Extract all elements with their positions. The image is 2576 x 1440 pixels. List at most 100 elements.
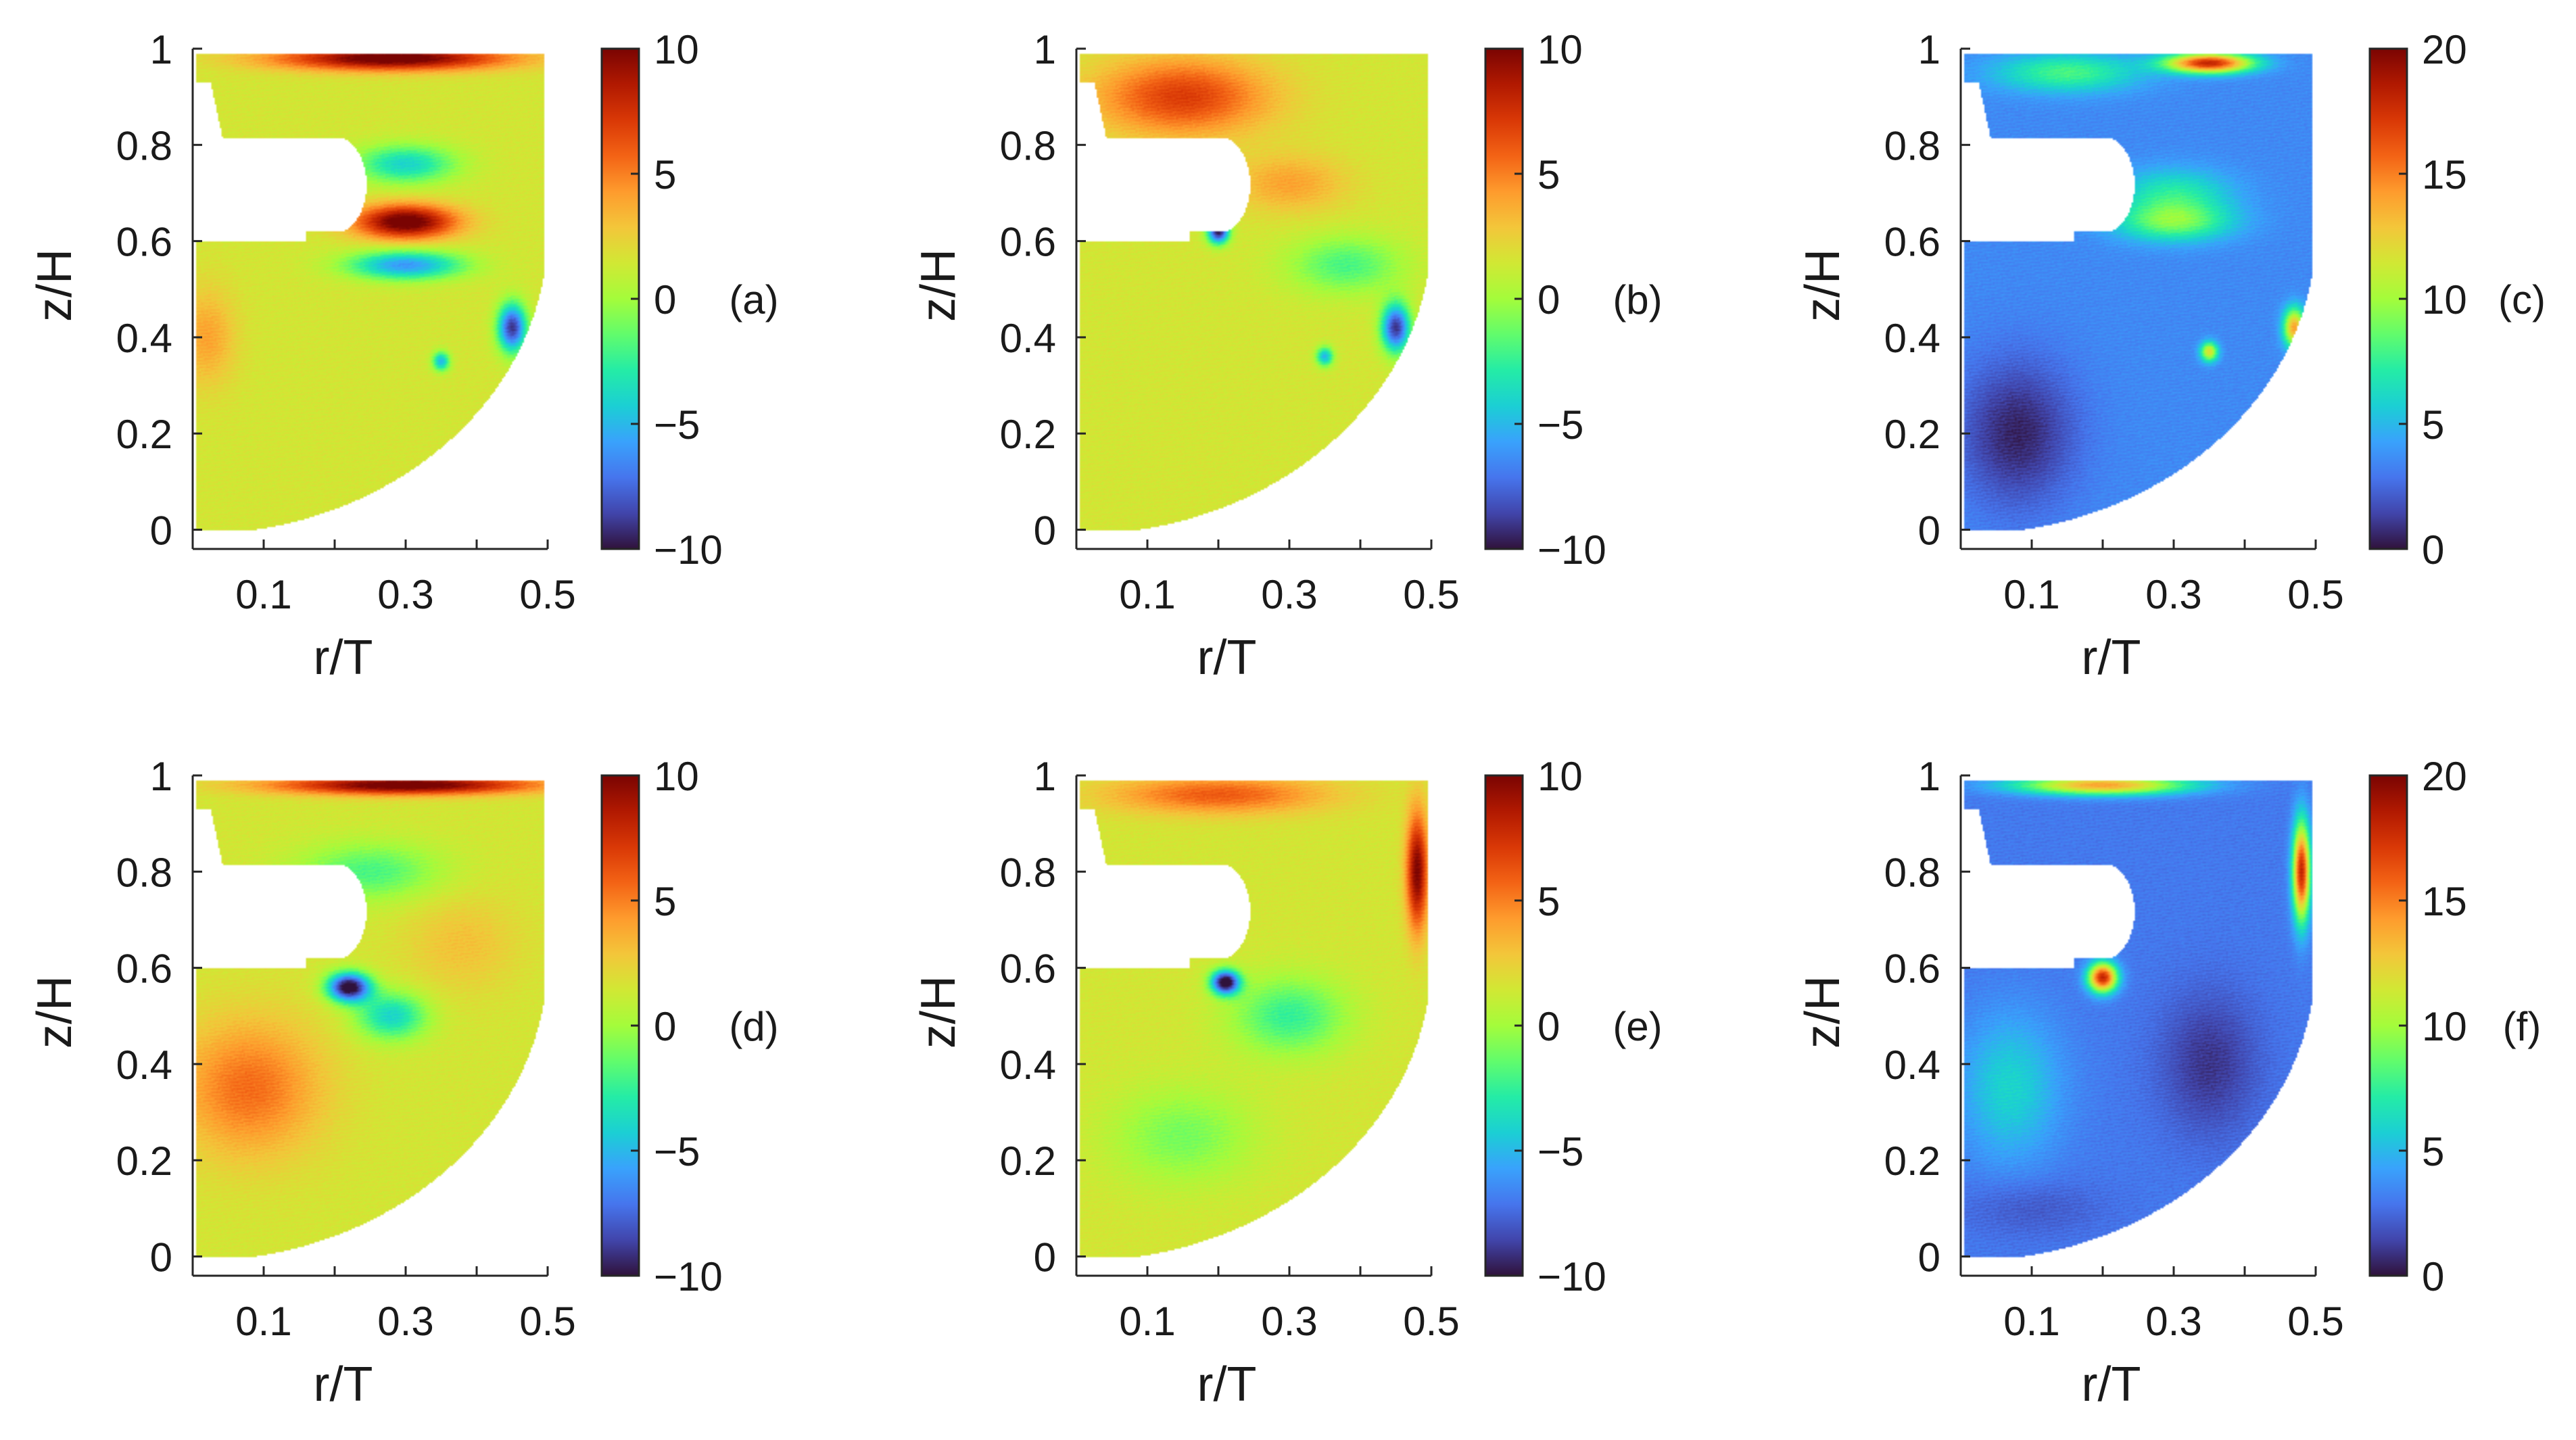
colorbar-tick-label: −10 xyxy=(1537,1254,1606,1299)
colorbar-tick-label: −5 xyxy=(654,1129,700,1174)
x-tick-label: 0.3 xyxy=(1261,572,1317,617)
colorbar-tick-label: 0 xyxy=(654,1004,676,1049)
colorbar-tick-label: 15 xyxy=(2422,152,2467,197)
y-tick-label: 0 xyxy=(150,508,172,554)
y-tick-label: 0 xyxy=(150,1235,172,1280)
x-axis-label: r/T xyxy=(314,631,373,685)
y-tick-label: 0 xyxy=(1034,508,1056,554)
y-tick-label: 0.6 xyxy=(116,220,172,265)
colorbar-tick-label: 5 xyxy=(1537,879,1560,924)
y-tick-label: 0.4 xyxy=(1000,1042,1056,1088)
y-tick-label: 0.2 xyxy=(116,1138,172,1184)
colorbar-tick-label: 5 xyxy=(654,879,676,924)
y-tick-label: 0.8 xyxy=(116,850,172,895)
panel-label: (c) xyxy=(2498,277,2546,322)
x-tick-label: 0.3 xyxy=(2145,572,2201,617)
colorbar-tick-label: 10 xyxy=(2422,277,2467,322)
y-tick-label: 0.6 xyxy=(1000,946,1056,992)
x-tick-label: 0.1 xyxy=(1119,1299,1175,1344)
y-axis-label: z/H xyxy=(28,976,82,1049)
colorbar-tick-label: 0 xyxy=(2422,527,2444,573)
colorbar-tick-label: 10 xyxy=(2422,1004,2467,1049)
x-tick-label: 0.1 xyxy=(235,1299,291,1344)
colorbar-tick-label: 5 xyxy=(2422,402,2444,448)
colorbar-tick-label: 10 xyxy=(654,754,699,799)
colorbar-tick-label: 0 xyxy=(2422,1254,2444,1299)
y-tick-label: 0 xyxy=(1918,508,1940,554)
x-tick-label: 0.1 xyxy=(2003,1299,2059,1344)
y-tick-label: 0.2 xyxy=(1884,412,1940,457)
y-tick-label: 1 xyxy=(1034,754,1056,799)
colorbar-tick-label: −10 xyxy=(654,1254,723,1299)
x-tick-label: 0.1 xyxy=(1119,572,1175,617)
colorbar-tick-label: 0 xyxy=(1537,277,1560,322)
heatmap-field xyxy=(1961,49,2316,549)
panel-b: 0.1 0.3 0.5 0 0.2 0.4 0.6 0.8 1 r/T z/H 10 5 0 −5 −10 (b… xyxy=(911,27,1663,685)
heatmap-field xyxy=(1076,49,1431,549)
y-tick-label: 0.6 xyxy=(1000,220,1056,265)
y-tick-label: 0.8 xyxy=(1000,123,1056,168)
x-axis-label: r/T xyxy=(314,1358,373,1412)
colorbar-tick-label: −10 xyxy=(654,527,723,573)
y-tick-label: 0.2 xyxy=(116,412,172,457)
x-tick-label: 0.3 xyxy=(377,572,433,617)
panel-f: 0.1 0.3 0.5 0 0.2 0.4 0.6 0.8 1 r/T z/H 20 15 10 5 0 (f) xyxy=(1796,754,2541,1412)
heatmap-field xyxy=(1076,775,1431,1276)
x-tick-label: 0.5 xyxy=(1403,572,1459,617)
x-tick-label: 0.5 xyxy=(2287,572,2343,617)
heatmap-field xyxy=(193,775,548,1276)
y-tick-label: 0 xyxy=(1918,1235,1940,1280)
x-tick-label: 0.5 xyxy=(519,572,575,617)
y-tick-label: 1 xyxy=(1918,754,1940,799)
x-tick-label: 0.1 xyxy=(235,572,291,617)
y-tick-label: 1 xyxy=(1918,27,1940,72)
colorbar-tick-label: 10 xyxy=(1537,754,1583,799)
y-tick-label: 0.4 xyxy=(116,1042,172,1088)
x-axis-label: r/T xyxy=(2082,631,2141,685)
y-axis-label: z/H xyxy=(911,976,965,1049)
x-tick-label: 0.5 xyxy=(2287,1299,2343,1344)
colorbar-tick-label: 20 xyxy=(2422,27,2467,72)
y-tick-label: 0.8 xyxy=(116,123,172,168)
x-tick-label: 0.5 xyxy=(1403,1299,1459,1344)
y-tick-label: 0.8 xyxy=(1884,123,1940,168)
colorbar-tick-label: 5 xyxy=(2422,1129,2444,1174)
panel-label: (b) xyxy=(1613,277,1662,322)
y-tick-label: 1 xyxy=(150,754,172,799)
x-tick-label: 0.3 xyxy=(377,1299,433,1344)
panel-e: 0.1 0.3 0.5 0 0.2 0.4 0.6 0.8 1 r/T z/H 10 5 0 −5 −10 (e… xyxy=(911,754,1663,1412)
x-axis-label: r/T xyxy=(1197,631,1257,685)
y-tick-label: 0.2 xyxy=(1000,412,1056,457)
panel-label: (d) xyxy=(729,1004,778,1049)
x-axis-label: r/T xyxy=(1197,1358,1257,1412)
x-axis-label: r/T xyxy=(2082,1358,2141,1412)
y-tick-label: 0.8 xyxy=(1884,850,1940,895)
y-tick-label: 0.2 xyxy=(1884,1138,1940,1184)
heatmap-field xyxy=(193,49,548,549)
y-tick-label: 0.8 xyxy=(1000,850,1056,895)
y-tick-label: 0.4 xyxy=(1884,316,1940,361)
panel-d: 0.1 0.3 0.5 0 0.2 0.4 0.6 0.8 1 r/T z/H 10 5 0 −5 −10 (d… xyxy=(28,754,779,1412)
y-tick-label: 0.4 xyxy=(1000,316,1056,361)
y-tick-label: 0.6 xyxy=(1884,220,1940,265)
colorbar-tick-label: −5 xyxy=(654,402,700,448)
x-tick-label: 0.3 xyxy=(1261,1299,1317,1344)
heatmap-field xyxy=(1961,775,2316,1276)
colorbar-tick-label: 10 xyxy=(1537,27,1583,72)
y-tick-label: 0.6 xyxy=(116,946,172,992)
panel-label: (e) xyxy=(1613,1004,1662,1049)
y-axis-label: z/H xyxy=(28,249,82,322)
y-tick-label: 1 xyxy=(150,27,172,72)
colorbar-tick-label: 0 xyxy=(1537,1004,1560,1049)
colorbar-tick-label: 20 xyxy=(2422,754,2467,799)
y-tick-label: 0.4 xyxy=(1884,1042,1940,1088)
y-tick-label: 1 xyxy=(1034,27,1056,72)
colorbar-tick-label: −10 xyxy=(1537,527,1606,573)
y-axis-label: z/H xyxy=(911,249,965,322)
y-axis-label: z/H xyxy=(1796,976,1850,1049)
panel-c: 0.1 0.3 0.5 0 0.2 0.4 0.6 0.8 1 r/T z/H 20 15 10 5 0 (c) xyxy=(1796,27,2546,685)
panel-label: (a) xyxy=(729,277,778,322)
x-tick-label: 0.5 xyxy=(519,1299,575,1344)
y-axis-label: z/H xyxy=(1796,249,1850,322)
colorbar-tick-label: 10 xyxy=(654,27,699,72)
